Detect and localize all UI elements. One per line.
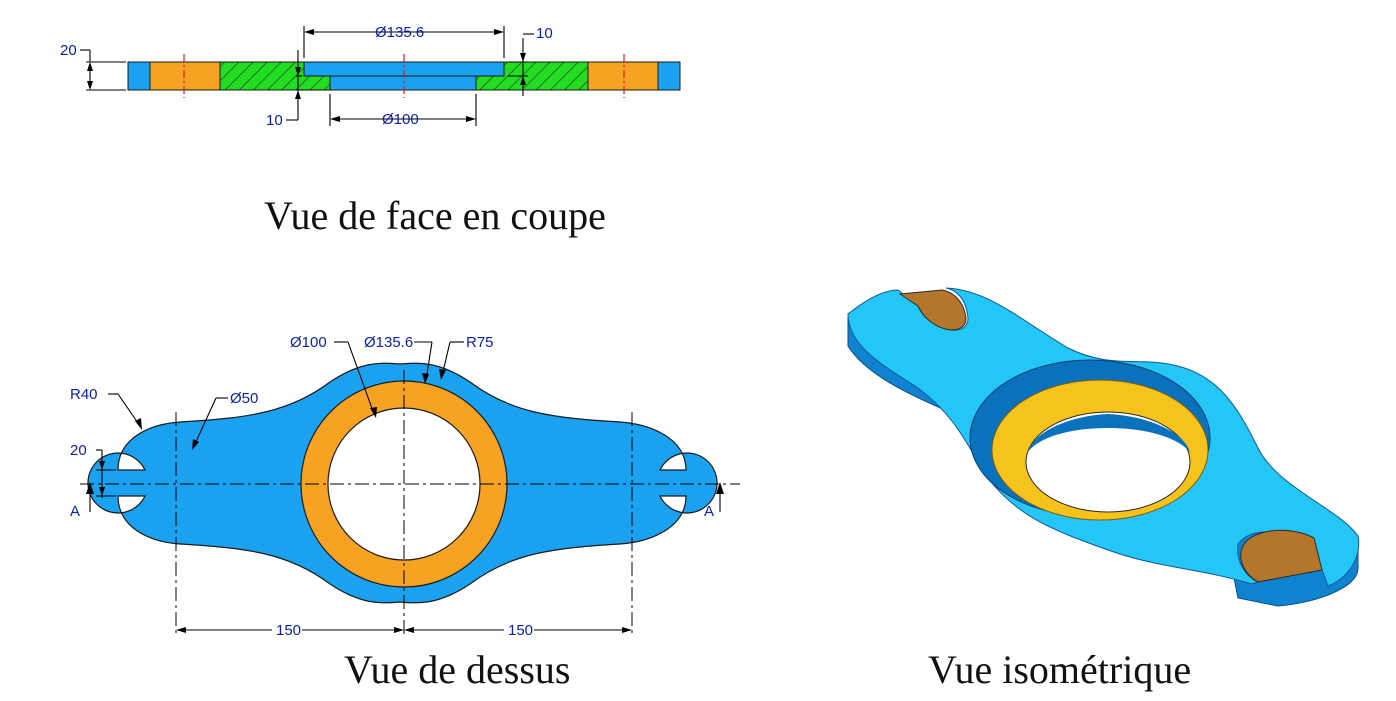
front-hole-left bbox=[149, 61, 221, 91]
iso-bore-hole bbox=[1025, 411, 1191, 513]
front-section-drawing: Ø135.6 Ø100 20 10 10 bbox=[60, 24, 681, 129]
top-dim-r40: R40 bbox=[70, 386, 98, 403]
front-end-left bbox=[127, 61, 151, 91]
top-dim-d100: Ø100 bbox=[290, 334, 327, 351]
iso-bore-wall bbox=[1028, 414, 1190, 452]
top-dim-w20: 20 bbox=[70, 442, 87, 459]
isometric-view bbox=[838, 268, 1386, 612]
front-section-view: Ø135.6 Ø100 20 10 10 bbox=[50, 10, 730, 140]
caption-front-view: Vue de face en coupe bbox=[264, 193, 606, 238]
front-dim-t10-top: 10 bbox=[536, 25, 553, 42]
isometric-drawing bbox=[847, 287, 1360, 607]
top-dim-spacing-right: 150 bbox=[508, 622, 533, 639]
front-hole-right bbox=[587, 61, 659, 91]
front-dim-t10-bottom: 10 bbox=[266, 112, 283, 129]
front-dim-d135: Ø135.6 bbox=[375, 24, 424, 41]
top-dim-spacing-left: 150 bbox=[276, 622, 301, 639]
top-section-label-right: A bbox=[704, 503, 714, 520]
front-dim-d100: Ø100 bbox=[382, 111, 419, 128]
top-dim-d50: Ø50 bbox=[230, 390, 258, 407]
front-end-right bbox=[657, 61, 681, 91]
iso-slot-hole-left bbox=[898, 289, 967, 331]
caption-top-view: Vue de dessus bbox=[344, 647, 571, 692]
top-dim-r75: R75 bbox=[466, 334, 494, 351]
top-view: 150 150 Ø100 Ø135.6 R75 R40 Ø50 bbox=[40, 322, 750, 640]
iso-slot-hole-right bbox=[1240, 529, 1323, 583]
top-view-drawing: 150 150 Ø100 Ø135.6 R75 R40 Ø50 bbox=[70, 334, 740, 639]
caption-iso-view: Vue isométrique bbox=[928, 647, 1192, 692]
top-section-label-left: A bbox=[70, 503, 80, 520]
top-dim-d135: Ø135.6 bbox=[364, 334, 413, 351]
front-dim-h20: 20 bbox=[60, 42, 77, 59]
